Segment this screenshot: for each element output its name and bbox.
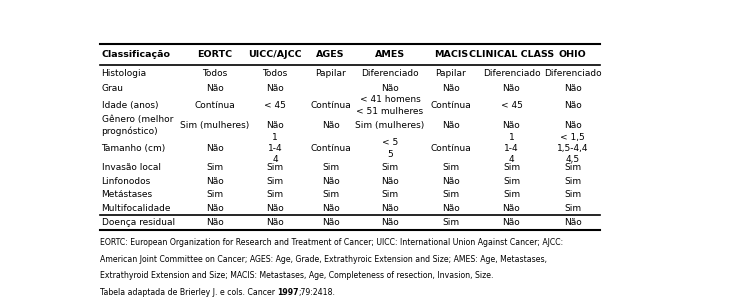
Text: Sim: Sim <box>267 177 284 186</box>
Text: Papilar: Papilar <box>435 69 466 78</box>
Text: Todos: Todos <box>202 69 227 78</box>
Text: Não: Não <box>564 121 582 130</box>
Text: Sim: Sim <box>442 190 459 199</box>
Text: Sim: Sim <box>322 163 340 172</box>
Text: Diferenciado: Diferenciado <box>544 69 601 78</box>
Text: Sim: Sim <box>442 163 459 172</box>
Text: AGES: AGES <box>317 50 345 59</box>
Text: Idade (anos): Idade (anos) <box>102 101 158 110</box>
Text: Não: Não <box>502 204 520 213</box>
Text: Não: Não <box>502 84 520 93</box>
Text: Tamanho (cm): Tamanho (cm) <box>102 144 166 153</box>
Text: Multifocalidade: Multifocalidade <box>102 204 171 213</box>
Text: < 1,5
1,5-4,4
4,5: < 1,5 1,5-4,4 4,5 <box>557 133 588 164</box>
Text: Sim: Sim <box>503 163 520 172</box>
Text: Não: Não <box>266 121 284 130</box>
Text: Não: Não <box>206 218 224 227</box>
Text: Sim: Sim <box>267 163 284 172</box>
Text: Diferenciado: Diferenciado <box>361 69 419 78</box>
Text: EORTC: European Organization for Research and Treatment of Cancer; UICC: Interna: EORTC: European Organization for Researc… <box>100 238 563 247</box>
Text: Sim: Sim <box>381 190 398 199</box>
Text: Sim (mulheres): Sim (mulheres) <box>355 121 425 130</box>
Text: Extrathyroid Extension and Size; MACIS: Metastases, Age, Completeness of resecti: Extrathyroid Extension and Size; MACIS: … <box>100 271 493 281</box>
Text: Não: Não <box>322 218 340 227</box>
Text: Sim: Sim <box>206 163 223 172</box>
Text: Sim: Sim <box>381 163 398 172</box>
Text: Não: Não <box>442 121 460 130</box>
Text: Todos: Todos <box>262 69 288 78</box>
Text: < 45: < 45 <box>265 101 286 110</box>
Text: Não: Não <box>442 84 460 93</box>
Text: Não: Não <box>381 84 399 93</box>
Text: Não: Não <box>381 204 399 213</box>
Text: EORTC: EORTC <box>197 50 233 59</box>
Text: Metástases: Metástases <box>102 190 152 199</box>
Text: Sim: Sim <box>206 190 223 199</box>
Text: Sim: Sim <box>442 218 459 227</box>
Text: Grau: Grau <box>102 84 123 93</box>
Text: Não: Não <box>322 177 340 186</box>
Text: 1
1-4
4: 1 1-4 4 <box>504 133 519 164</box>
Text: Não: Não <box>502 218 520 227</box>
Text: Linfonodos: Linfonodos <box>102 177 151 186</box>
Text: Sim: Sim <box>564 163 581 172</box>
Text: Sim: Sim <box>564 177 581 186</box>
Text: Não: Não <box>206 84 224 93</box>
Text: Gênero (melhor
prognóstico): Gênero (melhor prognóstico) <box>102 115 173 136</box>
Text: MACIS: MACIS <box>434 50 468 59</box>
Text: 1997: 1997 <box>277 288 299 297</box>
Text: American Joint Committee on Cancer; AGES: Age, Grade, Extrathyroic Extension and: American Joint Committee on Cancer; AGES… <box>100 255 547 264</box>
Text: Doença residual: Doença residual <box>102 218 175 227</box>
Text: UICC/AJCC: UICC/AJCC <box>248 50 302 59</box>
Text: Não: Não <box>564 84 582 93</box>
Text: Não: Não <box>266 204 284 213</box>
Text: Não: Não <box>206 204 224 213</box>
Text: Não: Não <box>381 177 399 186</box>
Text: Não: Não <box>266 218 284 227</box>
Text: CLINICAL CLASS: CLINICAL CLASS <box>469 50 554 59</box>
Text: Não: Não <box>442 204 460 213</box>
Text: Sim: Sim <box>267 190 284 199</box>
Text: Contínua: Contínua <box>311 101 351 110</box>
Text: Não: Não <box>564 101 582 110</box>
Text: Não: Não <box>206 144 224 153</box>
Text: Não: Não <box>381 218 399 227</box>
Text: Tabela adaptada de Brierley J. e cols. Cancer: Tabela adaptada de Brierley J. e cols. C… <box>100 288 277 297</box>
Text: Contínua: Contínua <box>194 101 235 110</box>
Text: Classificação: Classificação <box>102 50 170 59</box>
Text: Contínua: Contínua <box>430 144 471 153</box>
Text: Não: Não <box>266 84 284 93</box>
Text: 1
1-4
4: 1 1-4 4 <box>267 133 282 164</box>
Text: AMES: AMES <box>375 50 405 59</box>
Text: Contínua: Contínua <box>311 144 351 153</box>
Text: Não: Não <box>564 218 582 227</box>
Text: Histologia: Histologia <box>102 69 146 78</box>
Text: OHIO: OHIO <box>559 50 586 59</box>
Text: Sim: Sim <box>564 204 581 213</box>
Text: Sim: Sim <box>322 190 340 199</box>
Text: Sim: Sim <box>503 177 520 186</box>
Text: Diferenciado: Diferenciado <box>483 69 540 78</box>
Text: Não: Não <box>206 177 224 186</box>
Text: Invasão local: Invasão local <box>102 163 160 172</box>
Text: Sim (mulheres): Sim (mulheres) <box>180 121 250 130</box>
Text: Não: Não <box>322 204 340 213</box>
Text: Não: Não <box>322 121 340 130</box>
Text: < 41 homens
< 51 mulheres: < 41 homens < 51 mulheres <box>357 95 424 116</box>
Text: ;79:2418.: ;79:2418. <box>299 288 336 297</box>
Text: Sim: Sim <box>503 190 520 199</box>
Text: < 5
5: < 5 5 <box>382 138 398 159</box>
Text: Não: Não <box>442 177 460 186</box>
Text: Não: Não <box>502 121 520 130</box>
Text: Contínua: Contínua <box>430 101 471 110</box>
Text: Sim: Sim <box>564 190 581 199</box>
Text: < 45: < 45 <box>501 101 522 110</box>
Text: Papilar: Papilar <box>315 69 346 78</box>
